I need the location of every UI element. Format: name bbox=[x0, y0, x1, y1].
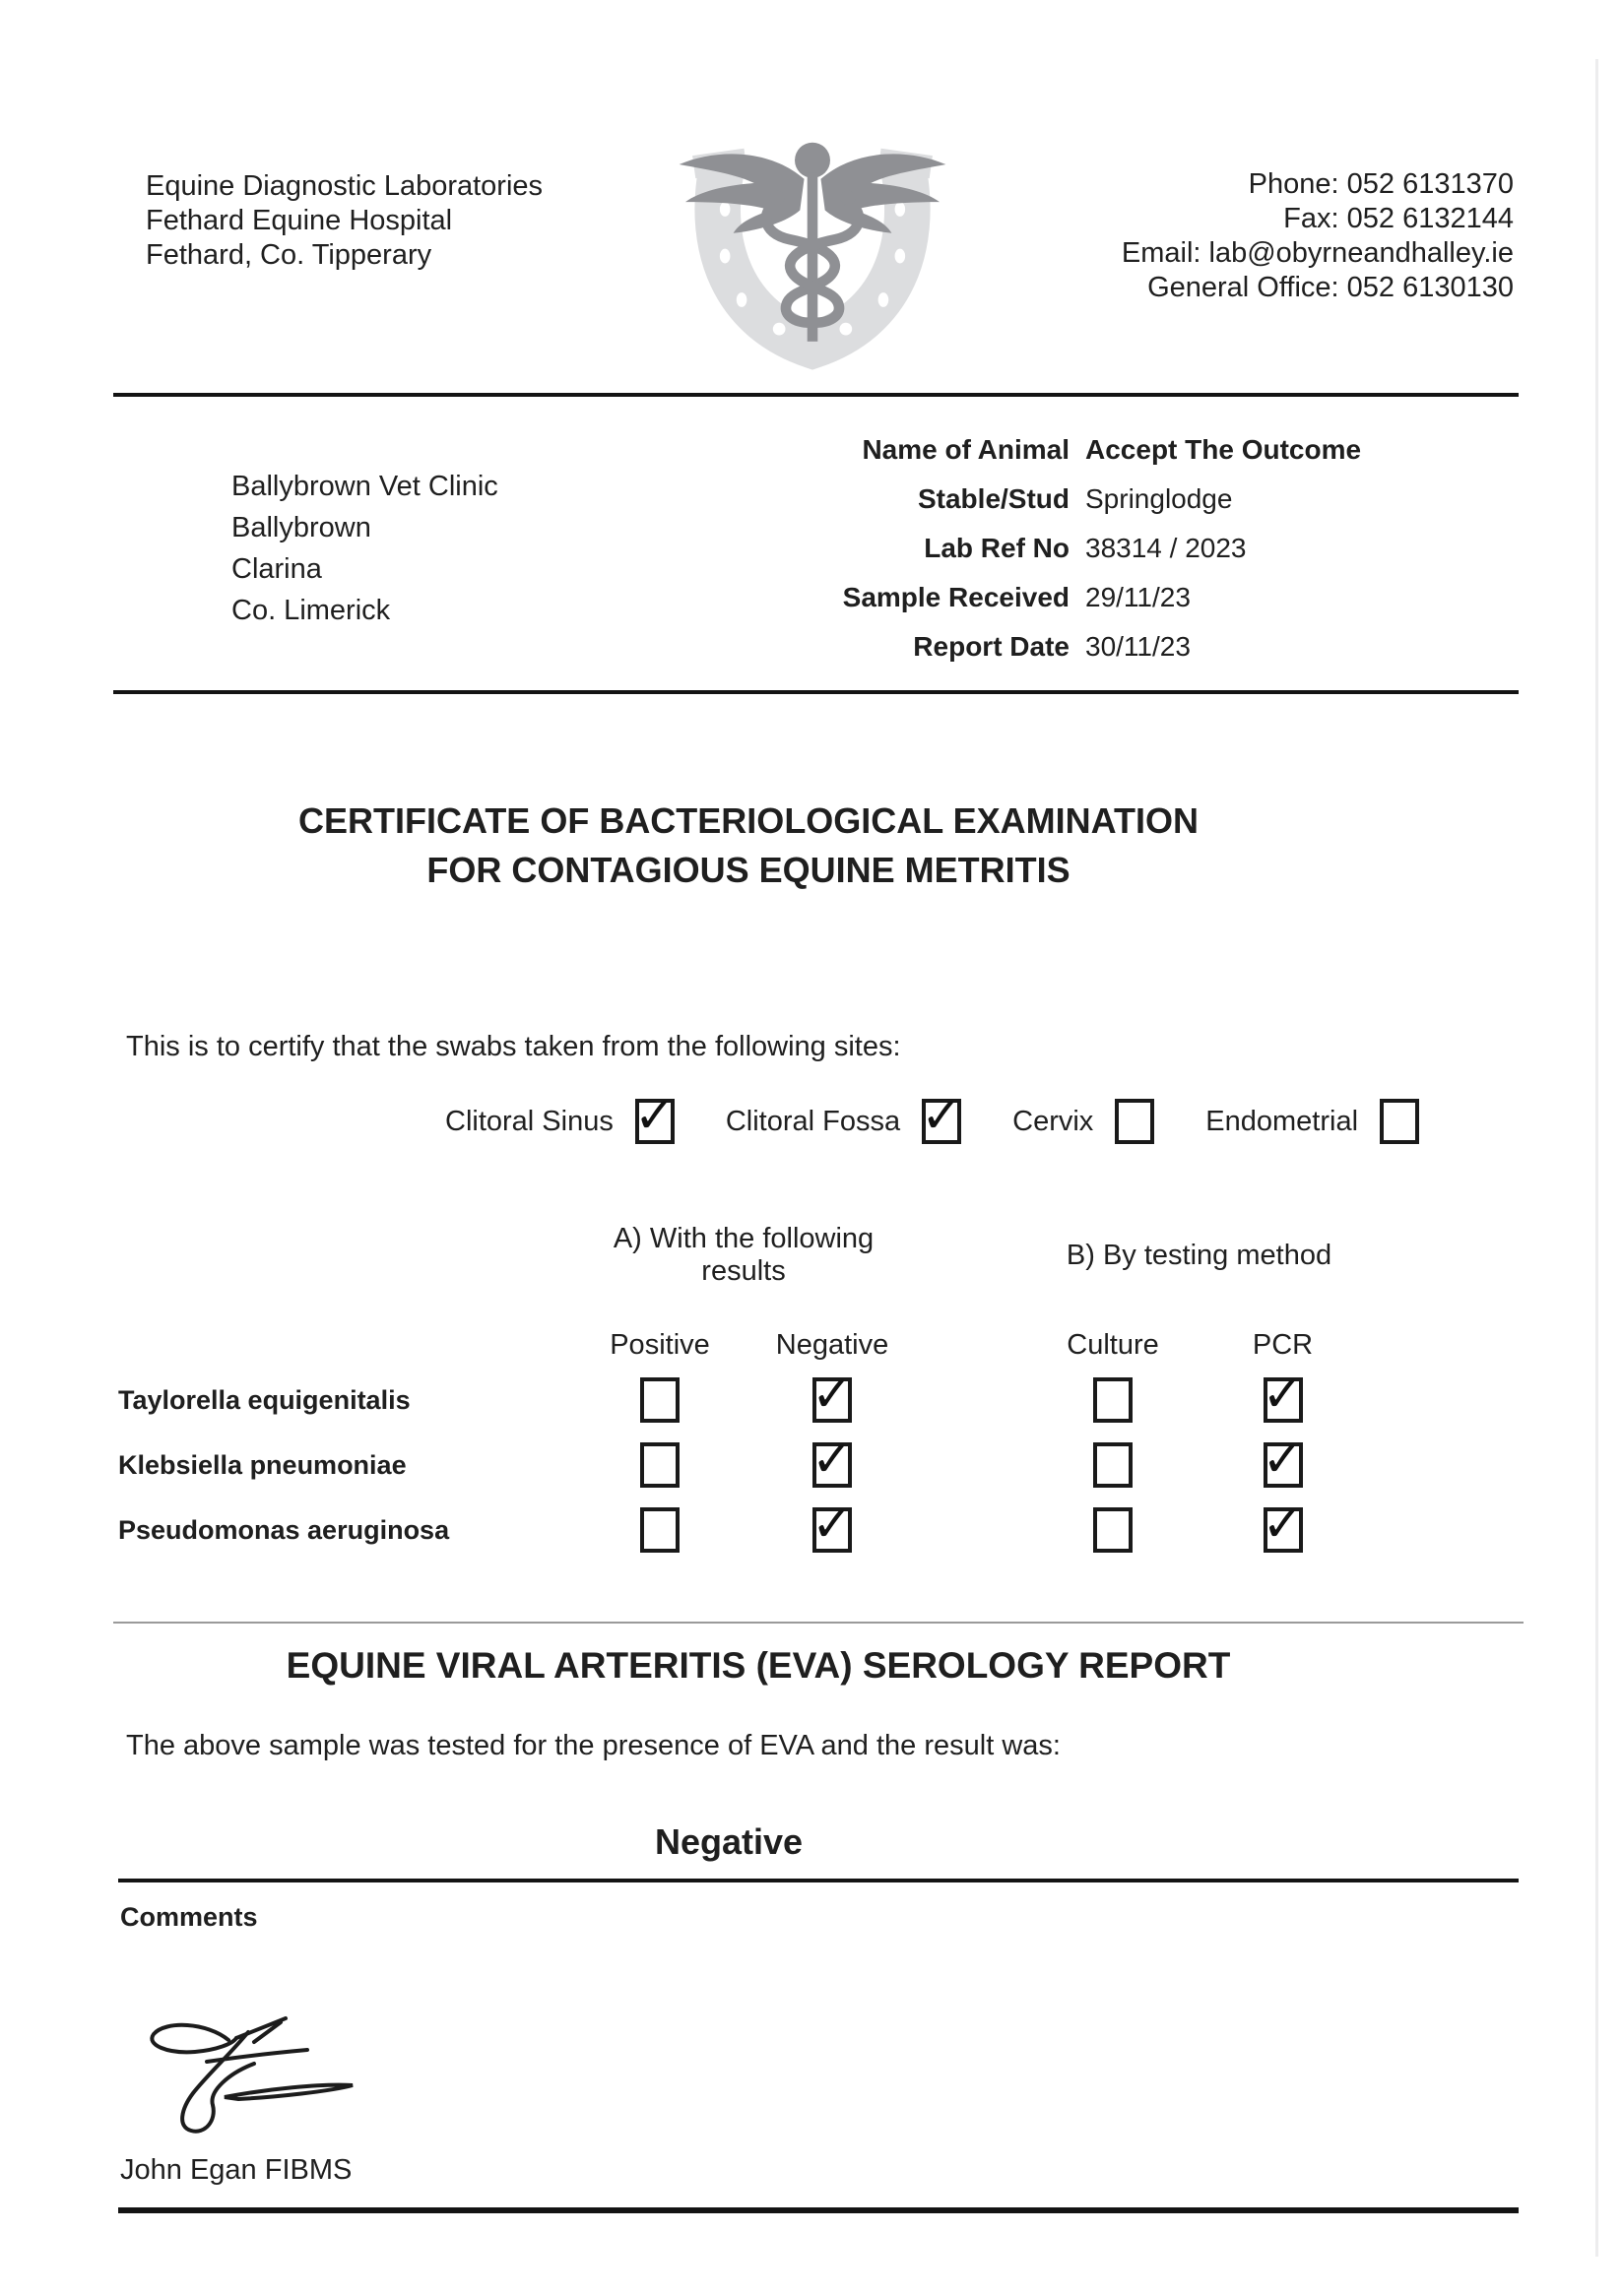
site-label: Clitoral Sinus bbox=[445, 1105, 614, 1137]
checkmark-icon: ✓ bbox=[811, 1432, 853, 1487]
certificate-title-line1: CERTIFICATE OF BACTERIOLOGICAL EXAMINATI… bbox=[298, 800, 1199, 841]
letterhead: Equine Diagnostic Laboratories Fethard E… bbox=[0, 0, 1622, 381]
thin-horizontal-rule bbox=[113, 1622, 1524, 1624]
column-negative: Negative bbox=[775, 1329, 889, 1361]
fax-line: Fax: 052 6132144 bbox=[1283, 203, 1514, 234]
horizontal-rule bbox=[113, 393, 1519, 397]
lab-contact-block: Phone: 052 6131370 Fax: 052 6132144 Emai… bbox=[1122, 110, 1514, 305]
site-cervix: Cervix bbox=[1012, 1099, 1155, 1144]
phone-line: Phone: 052 6131370 bbox=[1248, 168, 1514, 200]
checkmark-icon: ✓ bbox=[921, 1088, 963, 1143]
horizontal-rule bbox=[118, 1879, 1519, 1882]
checkmark-icon: ✓ bbox=[1262, 1432, 1304, 1487]
checkmark-icon: ✓ bbox=[1262, 1497, 1304, 1552]
field-label-report-date: Report Date bbox=[913, 631, 1070, 662]
site-endometrial: Endometrial bbox=[1205, 1099, 1420, 1144]
general-office-line: General Office: 052 6130130 bbox=[1147, 272, 1514, 303]
organism-name: Taylorella equigenitalis bbox=[118, 1384, 411, 1415]
lab-address-line: Equine Diagnostic Laboratories bbox=[146, 170, 544, 202]
checkbox-site-cervix[interactable] bbox=[1115, 1099, 1155, 1144]
checkmark-icon: ✓ bbox=[811, 1367, 853, 1422]
checkbox-klebsiella-culture[interactable] bbox=[1093, 1442, 1133, 1488]
site-clitoral-fossa: Clitoral Fossa ✓ bbox=[725, 1091, 962, 1144]
field-value-stable-stud: Springlodge bbox=[1085, 483, 1233, 514]
comments-label: Comments bbox=[120, 1902, 258, 1932]
checkmark-icon: ✓ bbox=[1262, 1367, 1304, 1422]
eva-statement: The above sample was tested for the pres… bbox=[126, 1730, 1061, 1761]
organism-row-taylorella: Taylorella equigenitalis ✓ ✓ bbox=[118, 1370, 1622, 1427]
organism-name: Klebsiella pneumoniae bbox=[118, 1449, 407, 1480]
checkbox-site-clitoral-sinus[interactable]: ✓ bbox=[634, 1091, 676, 1144]
field-label-lab-ref-no: Lab Ref No bbox=[924, 533, 1070, 563]
field-label-stable-stud: Stable/Stud bbox=[917, 483, 1070, 514]
checkmark-icon: ✓ bbox=[811, 1497, 853, 1552]
column-pcr: PCR bbox=[1252, 1329, 1314, 1361]
client-address-block: Ballybrown Vet Clinic Ballybrown Clarina… bbox=[231, 397, 498, 631]
caduceus-horseshoe-logo-icon bbox=[650, 110, 975, 381]
lab-address-line: Fethard, Co. Tipperary bbox=[146, 239, 432, 271]
certify-statement: This is to certify that the swabs taken … bbox=[126, 1031, 901, 1062]
site-label: Endometrial bbox=[1205, 1105, 1359, 1137]
horizontal-rule bbox=[113, 690, 1519, 694]
checkbox-pseudomonas-negative[interactable]: ✓ bbox=[811, 1499, 853, 1553]
site-label: Cervix bbox=[1012, 1105, 1094, 1137]
eva-result: Negative bbox=[654, 1821, 804, 1862]
lab-address-block: Equine Diagnostic Laboratories Fethard E… bbox=[146, 110, 543, 273]
results-table-column-headers: Positive Negative Culture PCR bbox=[118, 1329, 1622, 1362]
checkbox-site-clitoral-fossa[interactable]: ✓ bbox=[921, 1091, 962, 1144]
checkbox-taylorella-pcr[interactable]: ✓ bbox=[1263, 1370, 1303, 1423]
method-heading: B) By testing method bbox=[1066, 1239, 1332, 1271]
signatory-name: John Egan FIBMS bbox=[120, 2154, 353, 2186]
checkbox-pseudomonas-pcr[interactable]: ✓ bbox=[1263, 1499, 1303, 1553]
organism-row-pseudomonas: Pseudomonas aeruginosa ✓ ✓ bbox=[118, 1499, 1622, 1557]
column-positive: Positive bbox=[610, 1329, 710, 1361]
checkbox-klebsiella-negative[interactable]: ✓ bbox=[811, 1435, 853, 1488]
checkbox-pseudomonas-culture[interactable] bbox=[1093, 1507, 1133, 1553]
scan-edge-shadow bbox=[1595, 59, 1598, 2257]
swab-sites-row: Clitoral Sinus ✓ Clitoral Fossa ✓ Cervix… bbox=[445, 1091, 1622, 1144]
checkmark-icon: ✓ bbox=[633, 1088, 676, 1143]
recipient-and-sample-section: Ballybrown Vet Clinic Ballybrown Clarina… bbox=[0, 397, 1622, 663]
checkbox-taylorella-culture[interactable] bbox=[1093, 1377, 1133, 1423]
results-heading: A) With the following results bbox=[613, 1223, 875, 1287]
field-label-name-of-animal: Name of Animal bbox=[862, 434, 1070, 465]
checkbox-pseudomonas-positive[interactable] bbox=[640, 1507, 680, 1553]
client-address-line: Ballybrown Vet Clinic bbox=[231, 471, 498, 502]
horizontal-rule bbox=[118, 2207, 1519, 2213]
site-clitoral-sinus: Clitoral Sinus ✓ bbox=[445, 1091, 676, 1144]
column-culture: Culture bbox=[1067, 1329, 1159, 1361]
results-table-headings: A) With the following results B) By test… bbox=[118, 1223, 1622, 1288]
checkbox-klebsiella-positive[interactable] bbox=[640, 1442, 680, 1488]
certificate-title-line2: FOR CONTAGIOUS EQUINE METRITIS bbox=[426, 850, 1071, 890]
checkbox-klebsiella-pcr[interactable]: ✓ bbox=[1263, 1435, 1303, 1488]
client-address-line: Co. Limerick bbox=[231, 595, 391, 626]
client-address-line: Clarina bbox=[231, 553, 322, 585]
field-value-name-of-animal: Accept The Outcome bbox=[1085, 434, 1362, 465]
checkbox-taylorella-negative[interactable]: ✓ bbox=[811, 1370, 853, 1423]
email-line: Email: lab@obyrneandhalley.ie bbox=[1121, 237, 1514, 269]
field-value-sample-received: 29/11/23 bbox=[1085, 582, 1191, 612]
field-label-sample-received: Sample Received bbox=[842, 582, 1070, 612]
field-value-lab-ref-no: 38314 / 2023 bbox=[1085, 533, 1247, 563]
checkbox-taylorella-positive[interactable] bbox=[640, 1377, 680, 1423]
sample-info-table: Name of Animal Accept The Outcome Stable… bbox=[843, 397, 1410, 663]
certificate-title: CERTIFICATE OF BACTERIOLOGICAL EXAMINATI… bbox=[118, 797, 1379, 895]
organism-name: Pseudomonas aeruginosa bbox=[118, 1514, 450, 1545]
client-address-line: Ballybrown bbox=[231, 512, 371, 543]
signature-image bbox=[138, 2010, 374, 2143]
eva-section-title: EQUINE VIRAL ARTERITIS (EVA) SEROLOGY RE… bbox=[286, 1645, 1231, 1686]
lab-address-line: Fethard Equine Hospital bbox=[146, 205, 453, 236]
field-value-report-date: 30/11/23 bbox=[1085, 631, 1191, 662]
site-label: Clitoral Fossa bbox=[725, 1105, 901, 1137]
organism-row-klebsiella: Klebsiella pneumoniae ✓ ✓ bbox=[118, 1435, 1622, 1492]
checkbox-site-endometrial[interactable] bbox=[1380, 1099, 1420, 1144]
